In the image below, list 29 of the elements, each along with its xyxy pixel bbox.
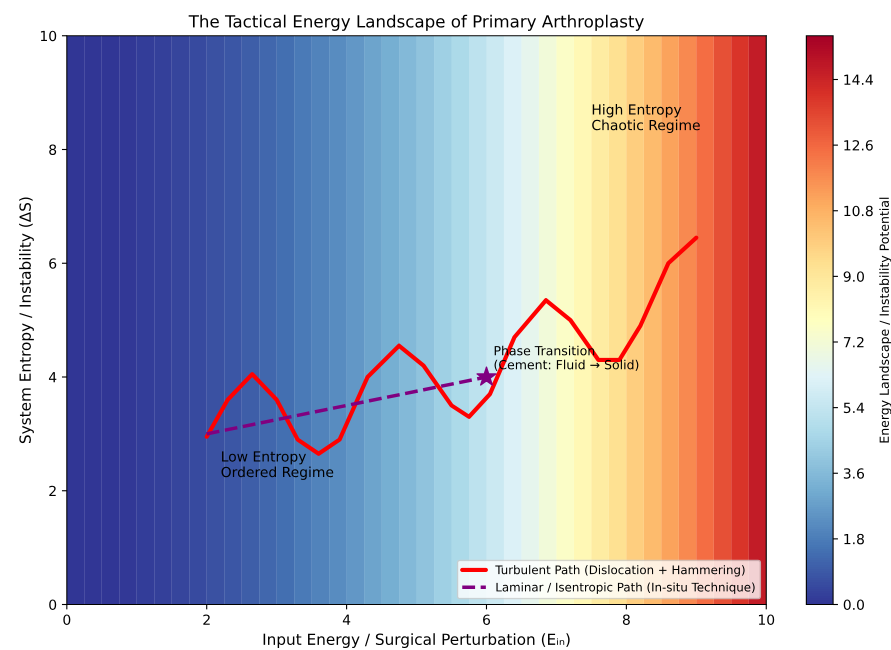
x-tick-label: 6 [483, 614, 490, 625]
chart-title: The Tactical Energy Landscape of Primary Arthroplasty [188, 14, 644, 31]
color-bar-label: 9.0 [844, 271, 864, 282]
legend-label: Laminar / Isentropic Path (In-situ Technique) [496, 582, 755, 594]
x-tick-label: 10 [758, 614, 774, 625]
y-axis-title: System Entropy / Instability (ΔS) [19, 197, 34, 444]
color-bar-label: 0.0 [844, 599, 864, 610]
y-tick-label: 8 [49, 144, 56, 155]
color-bar-label: 1.8 [844, 534, 864, 544]
color-bar-label: 14.4 [844, 74, 873, 85]
color-bar-label: 3.6 [844, 468, 864, 479]
x-tick-label: 0 [63, 614, 70, 625]
annotation: High Entropy Chaotic Regime [592, 104, 700, 133]
y-tick-label: 4 [48, 372, 56, 382]
annotation: Low Entropy Ordered Regime [221, 451, 334, 480]
x-tick-label: 2 [203, 614, 210, 625]
color-bar-label: 7.2 [844, 336, 864, 348]
legend-label: Turbulent Path (Dislocation + Hammering) [495, 565, 745, 577]
color-bar-label: 12.6 [844, 140, 873, 151]
color-bar-label: 10.8 [844, 206, 873, 216]
y-tick-label: 10 [40, 30, 56, 42]
x-tick-label: 8 [622, 614, 630, 625]
color-bar-label: 5.4 [844, 402, 864, 414]
y-tick-label: 6 [49, 258, 56, 269]
y-tick-label: 0 [49, 599, 56, 610]
color-bar-title: Energy Landscape / Instability Potential [879, 198, 891, 442]
x-tick-label: 4 [342, 614, 350, 625]
x-axis-title: Input Energy / Surgical Perturbation (Eᵢₙ) [264, 633, 570, 648]
y-tick-label: 2 [49, 486, 56, 496]
